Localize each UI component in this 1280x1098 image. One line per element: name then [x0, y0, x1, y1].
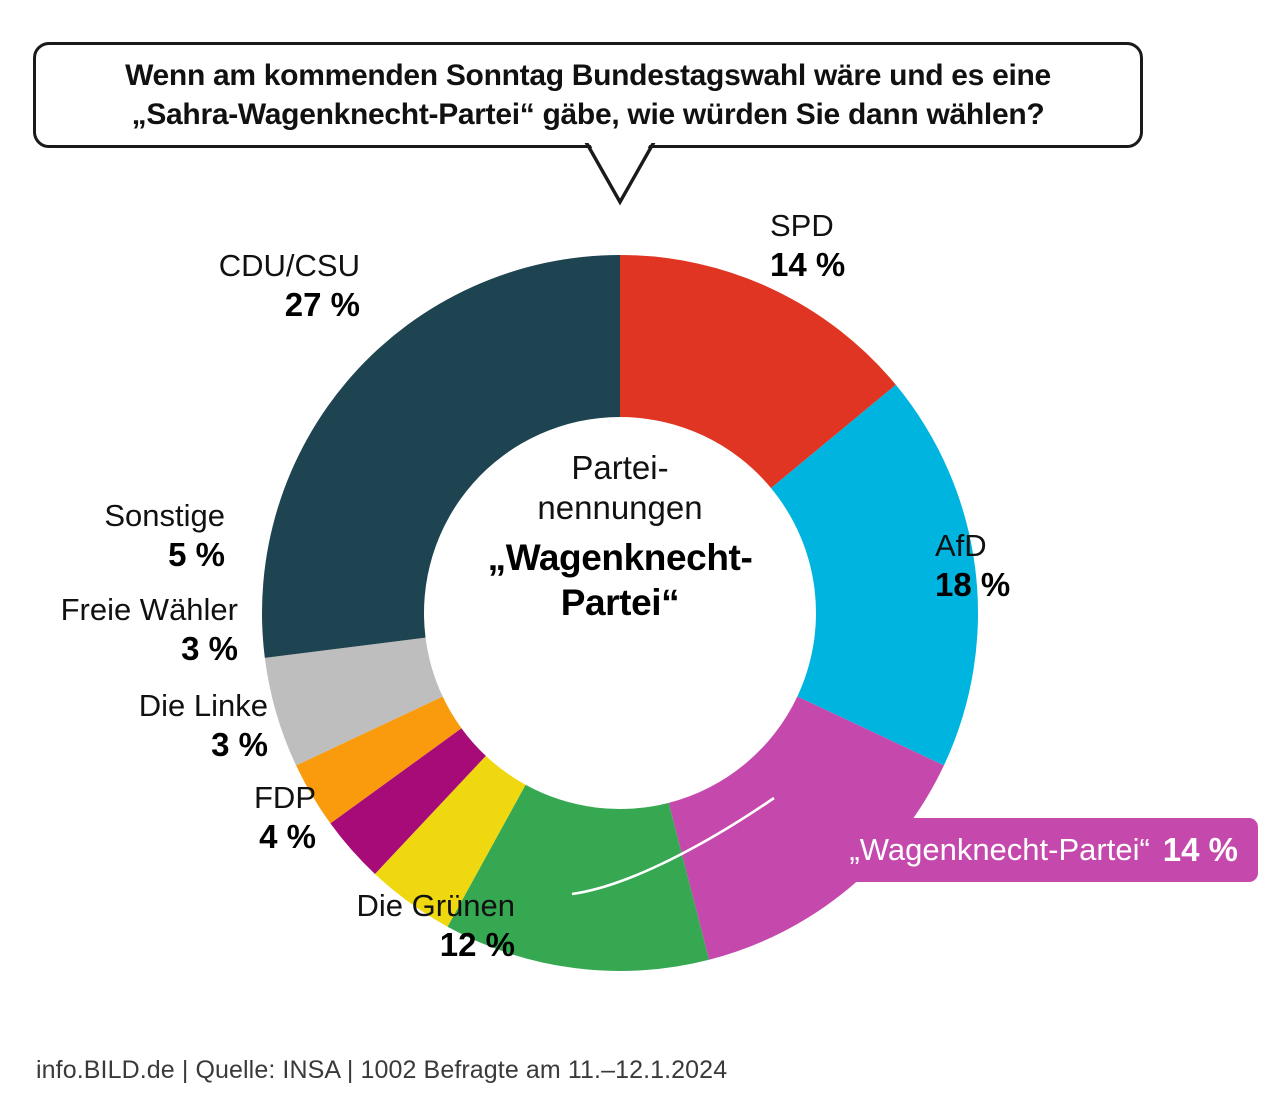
donut-slice[interactable] [447, 784, 710, 971]
slice-label-freie-waehler-name: Freie Wähler [60, 592, 238, 627]
callout-wagenknecht-partei[interactable]: „Wagenknecht-Partei“ 14 % [753, 818, 1258, 882]
slice-label-sonstige-value: 5 % [168, 535, 225, 573]
slice-label-die-linke-value: 3 % [211, 725, 268, 763]
donut-slice[interactable] [262, 255, 620, 658]
slice-label-cdu-csu-name: CDU/CSU [218, 248, 360, 283]
chart-title: Wenn am kommenden Sonntag Bundestagswahl… [36, 45, 1140, 145]
slice-label-afd-name: AfD [935, 528, 987, 563]
donut-slice[interactable] [296, 696, 462, 824]
slice-label-cdu-csu: CDU/CSU 27 % [30, 248, 360, 324]
slice-label-spd-value: 14 % [770, 245, 846, 283]
slice-label-spd-name: SPD [770, 208, 834, 243]
donut-chart [262, 255, 979, 971]
slice-label-die-gruenen-value: 12 % [439, 925, 515, 963]
callout-leader-line [571, 796, 775, 896]
slice-label-afd-value: 18 % [935, 565, 1011, 603]
slice-label-cdu-csu-value: 27 % [284, 285, 360, 323]
chart-title-line2: „Sahra-Wagenknecht-Partei“ gäbe, wie wür… [131, 98, 1045, 131]
slice-label-fdp: FDP 4 % [80, 780, 316, 856]
slice-label-freie-waehler-value: 3 % [181, 629, 238, 667]
donut-slice[interactable] [264, 637, 443, 766]
slice-label-freie-waehler: Freie Wähler 3 % [0, 592, 238, 668]
slice-label-fdp-value: 4 % [259, 817, 316, 855]
callout-name: „Wagenknecht-Partei“ [849, 832, 1150, 867]
donut-slice[interactable] [330, 728, 486, 874]
source-footer: info.BILD.de | Quelle: INSA | 1002 Befra… [36, 1056, 728, 1084]
title-speech-bubble: Wenn am kommenden Sonntag Bundestagswahl… [33, 42, 1143, 148]
speech-bubble-tail-icon [580, 140, 660, 206]
slice-label-sonstige-name: Sonstige [104, 498, 225, 533]
slice-label-die-linke-name: Die Linke [138, 688, 268, 723]
donut-slice[interactable] [374, 755, 526, 927]
donut-slice[interactable] [771, 384, 979, 766]
donut-slice[interactable] [620, 255, 896, 489]
slice-label-die-linke: Die Linke 3 % [40, 688, 268, 764]
slice-label-fdp-name: FDP [254, 780, 316, 815]
callout-value: 14 % [1162, 831, 1238, 868]
donut-slice-group [262, 255, 979, 971]
slice-label-spd: SPD 14 % [770, 208, 1100, 284]
slice-label-die-gruenen: Die Grünen 12 % [215, 888, 515, 964]
slice-label-sonstige: Sonstige 5 % [10, 498, 225, 574]
slice-label-die-gruenen-name: Die Grünen [356, 888, 515, 923]
slice-label-afd: AfD 18 % [935, 528, 1235, 604]
chart-title-line1: Wenn am kommenden Sonntag Bundestagswahl… [125, 59, 1051, 92]
